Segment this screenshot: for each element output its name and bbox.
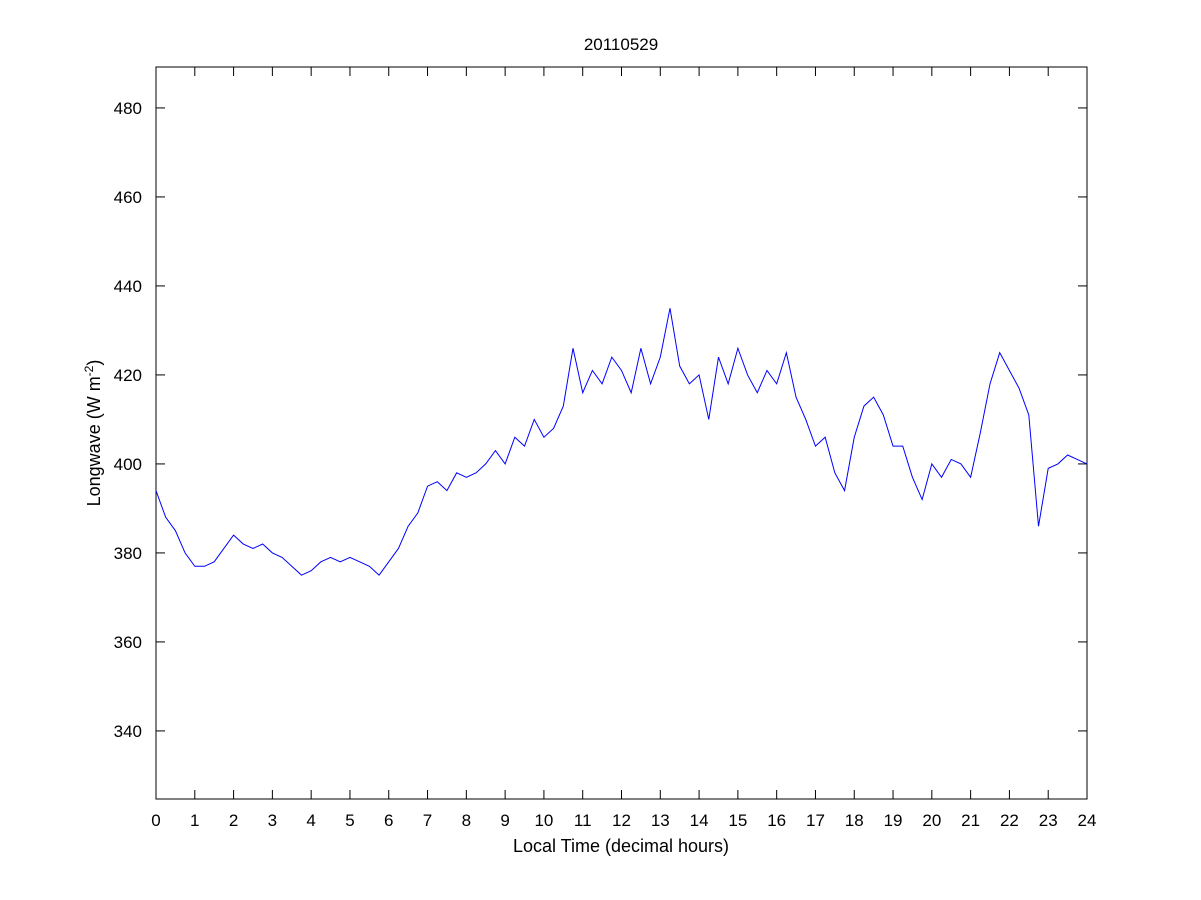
x-tick-label: 2 (229, 811, 238, 830)
y-tick-label: 380 (114, 544, 142, 563)
x-tick-label: 16 (767, 811, 786, 830)
x-tick-label: 5 (345, 811, 354, 830)
x-tick-label: 15 (728, 811, 747, 830)
x-tick-label: 19 (884, 811, 903, 830)
x-tick-label: 24 (1078, 811, 1097, 830)
y-label-superscript: -2 (82, 365, 96, 376)
x-tick-label: 4 (306, 811, 315, 830)
x-tick-label: 14 (690, 811, 709, 830)
y-tick-label: 360 (114, 633, 142, 652)
y-tick-label: 440 (114, 277, 142, 296)
y-tick-label: 420 (114, 366, 142, 385)
y-label-text: Longwave (W m (84, 376, 104, 506)
x-axis-label: Local Time (decimal hours) (513, 836, 729, 856)
chart-title: 20110529 (584, 35, 658, 54)
plot-frame (155, 66, 1088, 800)
y-label-text: ) (84, 360, 104, 366)
y-tick-label: 480 (114, 99, 142, 118)
x-tick-label: 13 (651, 811, 670, 830)
x-tick-label: 18 (845, 811, 864, 830)
x-tick-label: 21 (961, 811, 980, 830)
x-tick-label: 7 (423, 811, 432, 830)
y-axis-label: Longwave (W m-2) (82, 360, 104, 507)
x-tick-label: 3 (268, 811, 277, 830)
x-tick-label: 10 (534, 811, 553, 830)
x-tick-label: 20 (922, 811, 941, 830)
y-tick-label: 340 (114, 722, 142, 741)
x-tick-label: 6 (384, 811, 393, 830)
x-tick-label: 11 (574, 811, 592, 830)
x-tick-label: 8 (462, 811, 471, 830)
y-tick-label: 460 (114, 188, 142, 207)
data-line (155, 308, 1088, 576)
x-tick-label: 12 (612, 811, 631, 830)
x-tick-label: 23 (1039, 811, 1058, 830)
x-tick-label: 17 (806, 811, 825, 830)
x-tick-label: 9 (500, 811, 509, 830)
x-tick-label: 1 (190, 811, 199, 830)
y-tick-label: 400 (114, 455, 142, 474)
x-tick-label: 22 (1000, 811, 1019, 830)
x-tick-label: 0 (151, 811, 160, 830)
